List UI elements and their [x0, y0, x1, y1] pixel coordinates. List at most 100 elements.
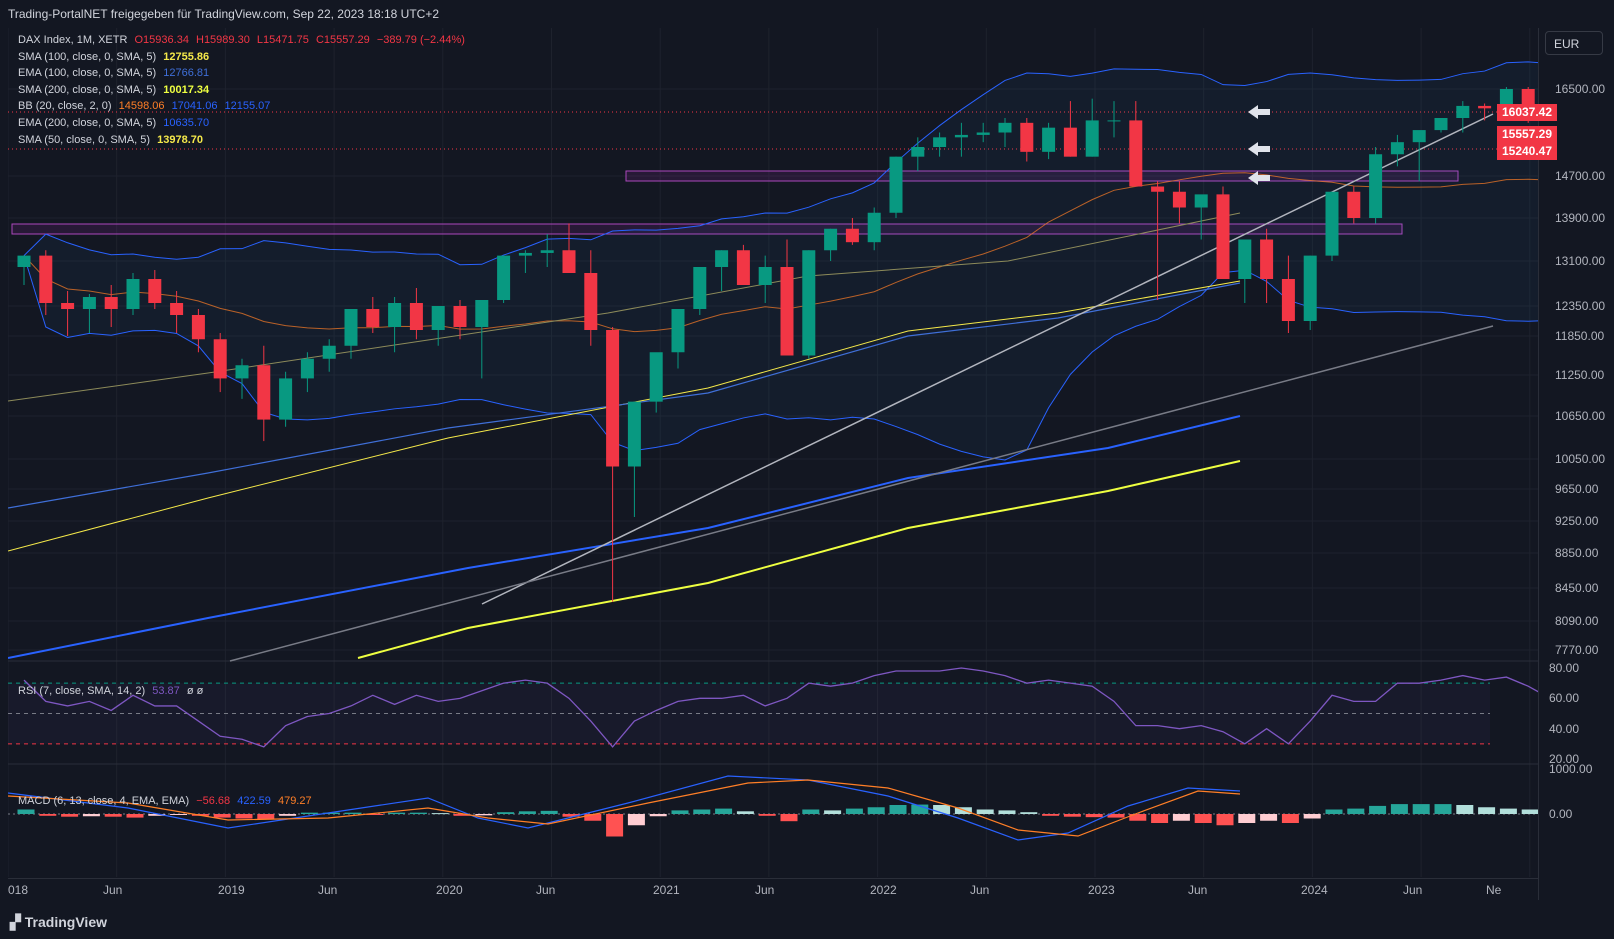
candle-body [453, 306, 467, 327]
candle-body [802, 250, 816, 356]
legend-macd-label: MACD (6, 13, close, 4, EMA, EMA) [18, 795, 190, 807]
time-tick-label: Jun [970, 883, 990, 897]
macd-bar [148, 814, 166, 816]
candle-body [1260, 239, 1274, 279]
macd-bar [671, 810, 689, 814]
macd-bar [780, 814, 798, 822]
chart-area[interactable] [8, 28, 1538, 900]
time-axis[interactable]: 018 Jun 2019 Jun 2020 Jun 2021 Jun 2022 Jun 2023 Ju… [8, 878, 1538, 901]
price-tick-label: 8090.00 [1555, 614, 1599, 628]
legend-sma200-label: SMA (200, close, 0, SMA, 5) [18, 84, 157, 96]
time-tick-label: 2024 [1301, 883, 1328, 897]
macd-bar [1238, 814, 1256, 823]
legend-sma50[interactable]: SMA (50, close, 0, SMA, 5) 13978.70 [18, 134, 207, 146]
legend-rsi-label: RSI (7, close, SMA, 14, 2) [18, 685, 146, 697]
legend-sma100[interactable]: SMA (100, close, 0, SMA, 5) 12755.86 [18, 51, 213, 63]
candle-body [344, 309, 358, 346]
candle-body [693, 267, 707, 309]
time-tick-label: 2021 [653, 883, 680, 897]
candle-body [322, 345, 336, 359]
macd-bar [39, 814, 57, 816]
price-marker: 16037.42 [1497, 104, 1557, 121]
macd-bar [475, 814, 493, 816]
candle-body [1172, 191, 1186, 208]
candle-body [170, 303, 184, 315]
macd-bar [606, 814, 624, 837]
chart-canvas[interactable] [8, 28, 1538, 900]
candle-body [540, 250, 554, 253]
candle-body [584, 273, 598, 330]
candle-body [257, 365, 271, 420]
macd-bar [1521, 809, 1538, 814]
macd-bar [431, 813, 449, 815]
time-tick-label: Jun [318, 883, 338, 897]
macd-bar [300, 812, 318, 814]
arrow-marker [1248, 171, 1270, 185]
macd-bar [1369, 805, 1387, 814]
legend-sma200-value: 10017.34 [163, 84, 210, 96]
sma50-line [8, 212, 1241, 402]
ema200-line [8, 415, 1241, 659]
legend-macd[interactable]: MACD (6, 13, close, 4, EMA, EMA) −56.68 … [18, 795, 316, 807]
price-tick-label: 12350.00 [1555, 299, 1606, 313]
candle-body [627, 401, 641, 467]
macd-bar [1347, 808, 1365, 814]
legend-sma50-value: 13978.70 [157, 134, 204, 146]
bollinger-upper [23, 61, 1538, 266]
time-tick-label: 2023 [1088, 883, 1115, 897]
currency-button[interactable]: EUR [1545, 31, 1603, 55]
candle-body [235, 365, 249, 379]
candle-body [671, 309, 685, 353]
bollinger-fill [24, 61, 1538, 460]
candle-body [1456, 105, 1470, 118]
candle-body [1151, 186, 1165, 192]
legend-ema200-label: EMA (200, close, 0, SMA, 5) [18, 117, 157, 129]
candle-body [911, 147, 925, 157]
macd-bar [1499, 808, 1517, 814]
price-tick-label: 13900.00 [1555, 211, 1606, 225]
candle-body [497, 255, 511, 300]
candle-body [104, 297, 118, 309]
legend-bb-lower: 12155.07 [224, 100, 271, 112]
legend-sma200[interactable]: SMA (200, close, 0, SMA, 5) 10017.34 [18, 84, 213, 96]
macd-bar [1412, 804, 1430, 814]
resistance-zone [625, 170, 1459, 182]
macd-bar [998, 810, 1016, 814]
legend-rsi-value: 53.87 [152, 685, 180, 697]
legend-bb[interactable]: BB (20, close, 2, 0) 14598.06 17041.06 1… [18, 100, 274, 112]
candle-body [213, 339, 227, 379]
candle-body [1238, 239, 1252, 279]
candle-body [1042, 127, 1056, 152]
tradingview-logo-text: TradingView [24, 914, 107, 930]
legend-ema200[interactable]: EMA (200, close, 0, SMA, 5) 10635.70 [18, 117, 213, 129]
price-axis[interactable]: 16500.00 14700.00 13900.00 13100.00 12350.00… [1497, 28, 1614, 900]
macd-bar [889, 805, 907, 814]
legend-rsi[interactable]: RSI (7, close, SMA, 14, 2) 53.87 ø ø [18, 685, 207, 697]
legend-ema100[interactable]: EMA (100, close, 0, SMA, 5) 12766.81 [18, 67, 213, 79]
price-marker: 15240.47 [1497, 143, 1557, 160]
trendline-upper [481, 113, 1494, 605]
candle-body [1390, 142, 1404, 155]
macd-bar [1085, 814, 1103, 818]
candle-body [1325, 191, 1339, 256]
rsi-tick-label: 40.00 [1549, 721, 1580, 736]
candle-body [17, 255, 31, 267]
footer [0, 900, 1614, 939]
macd-line [8, 775, 1241, 841]
macd-bar [1478, 807, 1496, 814]
macd-signal [8, 779, 1241, 837]
macd-bar [344, 812, 362, 814]
tradingview-logo[interactable]: ▞ TradingView [10, 914, 107, 931]
macd-bar [1063, 814, 1081, 817]
price-tick-label: 9650.00 [1555, 482, 1599, 496]
share-caption: Trading-PortalNET freigegeben für Tradin… [8, 7, 440, 21]
macd-bar [1260, 814, 1278, 821]
candle-body [867, 212, 881, 243]
macd-bar [1216, 814, 1234, 826]
candle-body [715, 250, 729, 267]
support-zone [11, 223, 1403, 235]
macd-bar [235, 814, 253, 819]
candle-body [1129, 120, 1143, 187]
legend-change: −389.79 (−2.44%) [376, 34, 465, 46]
macd-bar [736, 811, 754, 814]
